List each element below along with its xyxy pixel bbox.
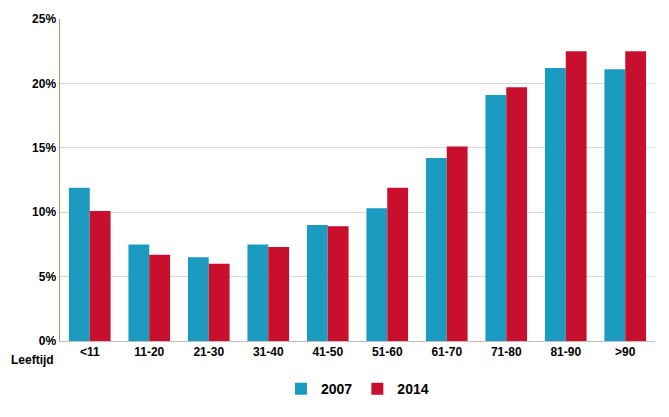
svg-text:41-50: 41-50 [312, 345, 343, 359]
svg-text:Leeftijd: Leeftijd [11, 353, 54, 367]
svg-text:<11: <11 [80, 345, 100, 359]
svg-text:2014: 2014 [397, 381, 428, 397]
svg-text:20%: 20% [32, 77, 56, 91]
svg-text:2007: 2007 [321, 381, 352, 397]
svg-text:51-60: 51-60 [372, 345, 403, 359]
svg-text:>90: >90 [615, 345, 636, 359]
svg-text:25%: 25% [32, 12, 56, 26]
svg-text:71-80: 71-80 [491, 345, 522, 359]
svg-text:61-70: 61-70 [431, 345, 462, 359]
svg-text:11-20: 11-20 [134, 345, 164, 359]
svg-text:5%: 5% [39, 270, 57, 284]
svg-text:0%: 0% [39, 334, 57, 348]
svg-text:10%: 10% [32, 205, 56, 219]
svg-text:81-90: 81-90 [550, 345, 581, 359]
svg-text:31-40: 31-40 [253, 345, 284, 359]
svg-text:21-30: 21-30 [193, 345, 224, 359]
svg-text:15%: 15% [32, 141, 56, 155]
